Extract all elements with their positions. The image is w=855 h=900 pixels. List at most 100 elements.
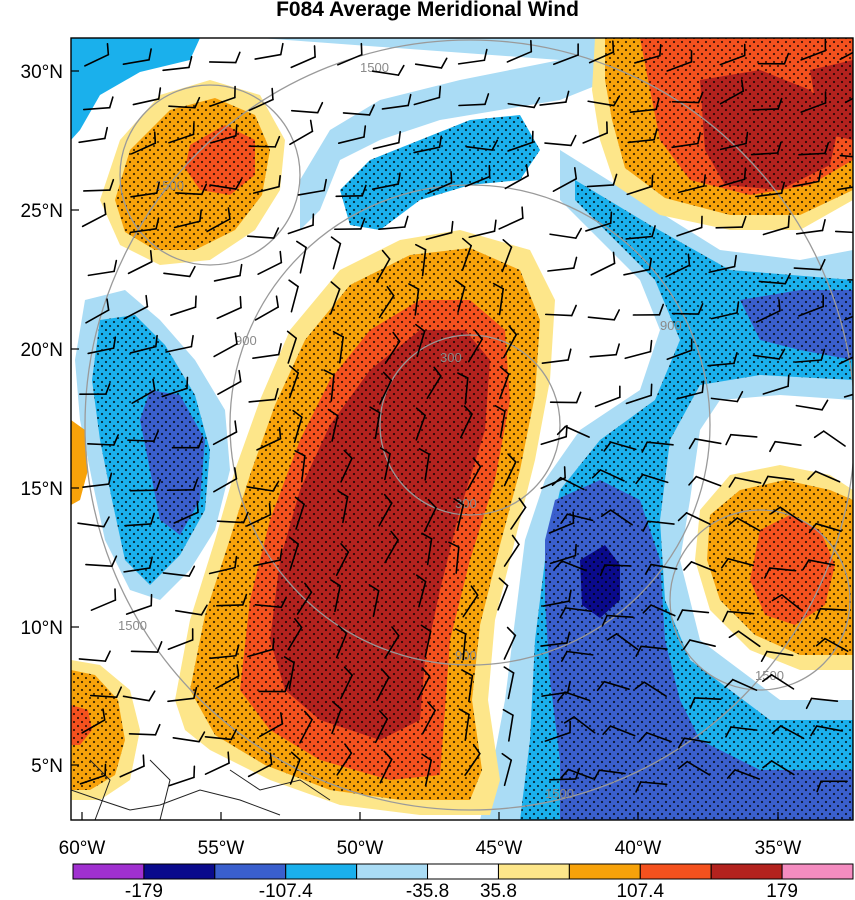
wind-barb-flag bbox=[484, 93, 490, 106]
wind-barb-flag bbox=[286, 330, 298, 340]
wind-barb-flag bbox=[525, 164, 529, 177]
wind-barb-flag bbox=[613, 95, 621, 107]
colorbar-swatch bbox=[356, 863, 429, 880]
wind-barb-flag bbox=[391, 626, 400, 637]
wind-barb-flag bbox=[722, 610, 729, 623]
wind-barb bbox=[78, 137, 106, 144]
wind-barb-flag bbox=[230, 728, 238, 741]
wind-barb bbox=[609, 441, 637, 451]
wind-barb bbox=[246, 513, 272, 527]
wind-barb bbox=[798, 152, 826, 156]
wind-barb bbox=[624, 350, 652, 360]
wind-barb-flag bbox=[234, 332, 238, 345]
wind-barb bbox=[561, 560, 587, 572]
wind-barb bbox=[334, 585, 341, 613]
wind-barb-flag bbox=[398, 130, 402, 144]
wind-barb-flag bbox=[188, 55, 193, 69]
wind-barb bbox=[779, 725, 805, 740]
wind-barb bbox=[208, 566, 236, 575]
wind-barb bbox=[87, 443, 115, 446]
wind-barb-flag bbox=[269, 752, 273, 766]
wind-barb bbox=[384, 634, 400, 659]
wind-barb bbox=[248, 398, 276, 403]
colorbar-swatch bbox=[497, 863, 570, 880]
wind-barb-flag bbox=[381, 249, 391, 260]
colorbar-label: 179 bbox=[766, 881, 798, 900]
wind-barb-flag bbox=[567, 348, 572, 361]
wind-barb bbox=[413, 96, 441, 106]
wind-barb-flag bbox=[606, 633, 618, 641]
wind-barb-flag bbox=[289, 365, 300, 374]
wind-barb bbox=[681, 609, 710, 614]
wind-barb bbox=[124, 523, 152, 527]
wind-barb-flag bbox=[824, 142, 830, 155]
colorbar-label: -179 bbox=[125, 881, 163, 900]
wind-barb bbox=[246, 486, 274, 492]
wind-barb-flag bbox=[235, 178, 243, 190]
wind-barb-flag bbox=[188, 265, 196, 278]
wind-barb bbox=[210, 135, 237, 144]
wind-barb bbox=[502, 333, 518, 359]
wind-barb-flag bbox=[421, 532, 433, 540]
range-ring-secondary-300b bbox=[669, 509, 851, 691]
lat-label-25n: 25°N bbox=[21, 201, 63, 222]
wind-barb bbox=[216, 604, 244, 607]
wind-barb-flag bbox=[239, 295, 242, 309]
wind-barb-flag bbox=[198, 731, 206, 743]
wind-barb bbox=[752, 354, 781, 360]
wind-barb bbox=[378, 502, 393, 527]
wind-barb bbox=[83, 189, 111, 192]
wind-barb-flag bbox=[638, 731, 648, 742]
wind-barb bbox=[248, 145, 277, 148]
wind-barb-flag bbox=[148, 690, 156, 702]
wind-barb-flag bbox=[771, 594, 783, 602]
wind-barb bbox=[834, 230, 853, 234]
wind-barb bbox=[132, 98, 160, 106]
wind-barb-flag bbox=[615, 343, 621, 356]
wind-barb-flag bbox=[275, 295, 279, 308]
wind-barb bbox=[127, 439, 155, 443]
wind-barb-flag bbox=[294, 450, 306, 457]
wind-barb bbox=[549, 554, 577, 565]
wind-barb-flag bbox=[503, 666, 515, 674]
wind-barb-flag bbox=[573, 256, 578, 269]
wind-barb bbox=[671, 100, 700, 104]
wind-barb-flag bbox=[501, 752, 513, 761]
wind-barb bbox=[289, 543, 299, 570]
colorbar-label: -107.4 bbox=[259, 881, 313, 900]
wind-barb-flag bbox=[104, 650, 111, 662]
wind-barb-flag bbox=[502, 238, 513, 248]
wind-barb bbox=[256, 437, 282, 451]
wind-barb-flag bbox=[106, 42, 110, 56]
wind-barb bbox=[671, 142, 699, 149]
wind-barb bbox=[378, 294, 395, 319]
wind-barb bbox=[331, 708, 342, 735]
ring-label-1500: 1500 bbox=[360, 60, 389, 75]
wind-barb bbox=[468, 674, 474, 703]
wind-barb bbox=[457, 59, 486, 65]
wind-barb-flag bbox=[566, 631, 571, 644]
wind-barb bbox=[719, 142, 747, 151]
wind-barb bbox=[168, 105, 196, 109]
wind-barb-flag bbox=[591, 469, 602, 479]
wind-barb bbox=[213, 274, 241, 282]
lat-label-30n: 30°N bbox=[21, 62, 63, 83]
wind-barb-flag bbox=[415, 323, 426, 333]
wind-barb bbox=[372, 589, 380, 618]
wind-barb bbox=[421, 248, 427, 277]
wind-barb bbox=[508, 714, 514, 742]
wind-barb-flag bbox=[390, 530, 399, 541]
wind-barb bbox=[762, 226, 790, 236]
wind-barb-flag bbox=[102, 708, 106, 721]
wind-barb bbox=[125, 604, 153, 615]
wind-barb-flag bbox=[651, 174, 654, 188]
wind-barb-flag bbox=[683, 561, 693, 571]
wind-barb bbox=[710, 397, 739, 403]
wind-barb-flag bbox=[551, 476, 562, 486]
wind-barb bbox=[464, 175, 491, 188]
wind-barb-flag bbox=[635, 781, 642, 793]
wind-barb bbox=[300, 455, 306, 483]
wind-barb bbox=[172, 737, 200, 743]
wind-barb-flag bbox=[613, 309, 621, 321]
